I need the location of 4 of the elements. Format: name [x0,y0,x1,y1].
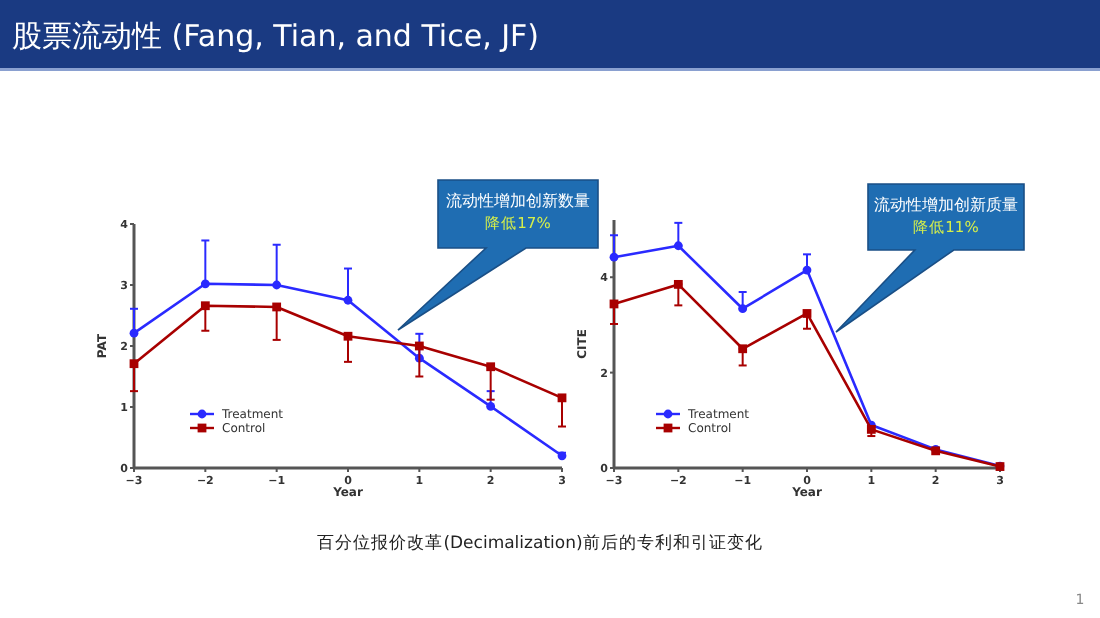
chart-title: 股票流动性 (Fang, Tian, and Tice, JF) [12,18,540,54]
text: 流动性增加创新质量 [874,196,1018,214]
text: 百分位报价改革(Decimalization)前后的专利和引证变化 [317,532,763,554]
text: 流动性增加创新数量 [446,192,590,210]
